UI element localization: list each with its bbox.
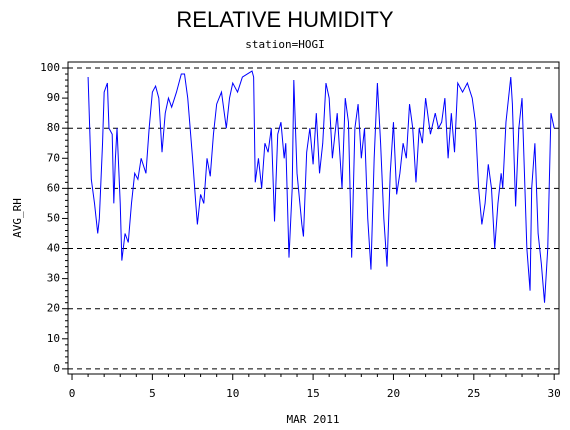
x-tick-label: 25 [467, 387, 480, 400]
x-tick-label: 10 [226, 387, 239, 400]
y-tick-label: 30 [47, 272, 60, 285]
y-tick-label: 80 [47, 121, 60, 134]
y-tick-label: 70 [47, 151, 60, 164]
y-tick-label: 20 [47, 302, 60, 315]
x-tick-label: 30 [548, 387, 561, 400]
y-tick-label: 50 [47, 211, 60, 224]
y-tick-label: 10 [47, 332, 60, 345]
y-tick-label: 60 [47, 181, 60, 194]
data-line [87, 70, 555, 303]
plot-frame [67, 61, 560, 375]
x-tick-label: 20 [387, 387, 400, 400]
y-tick-label: 100 [40, 61, 60, 74]
chart-title: RELATIVE HUMIDITY [176, 7, 394, 32]
y-tick-label: 90 [47, 91, 60, 104]
x-tick-label: 15 [306, 387, 319, 400]
x-tick-label: 5 [149, 387, 156, 400]
x-axis-label: MAR 2011 [287, 413, 340, 426]
y-tick-label: 40 [47, 242, 60, 255]
x-tick-label: 0 [69, 387, 76, 400]
y-axis-label: AVG_RH [11, 198, 24, 238]
y-tick-label: 0 [53, 362, 60, 375]
chart-subtitle: station=HOGI [245, 38, 324, 51]
